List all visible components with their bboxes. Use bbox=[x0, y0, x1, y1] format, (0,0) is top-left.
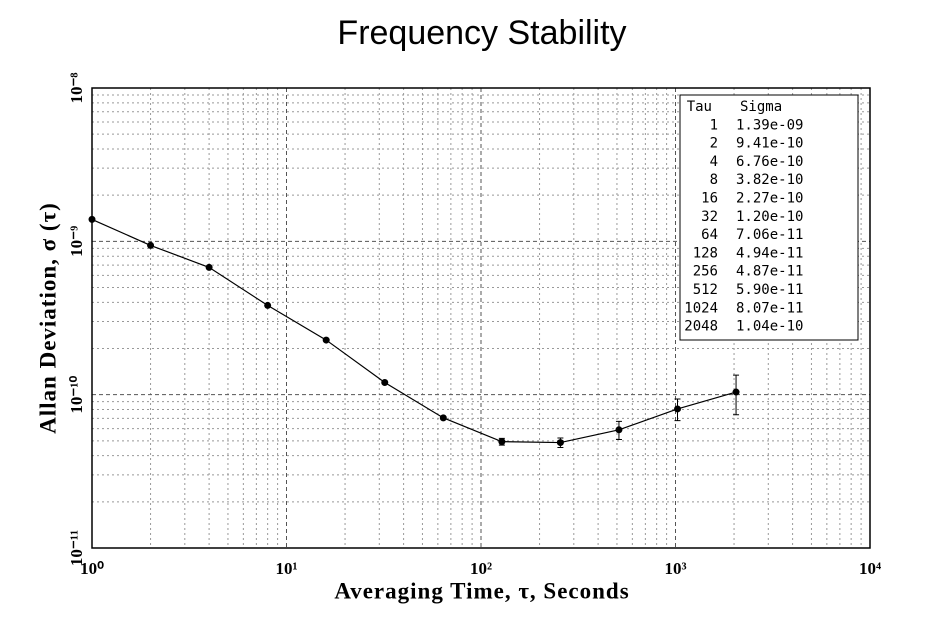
table-tau: 512 bbox=[693, 282, 718, 298]
table-sigma: 3.82e-10 bbox=[736, 172, 803, 188]
y-tick-label: 10⁻¹¹ bbox=[67, 530, 86, 566]
table-tau: 32 bbox=[701, 209, 718, 225]
table-sigma: 2.27e-10 bbox=[736, 191, 803, 207]
y-tick-label: 10⁻⁹ bbox=[67, 226, 86, 257]
data-point bbox=[205, 263, 213, 271]
data-point bbox=[498, 438, 506, 446]
table-sigma: 8.07e-11 bbox=[736, 300, 803, 316]
data-point bbox=[264, 301, 272, 309]
table-tau: 64 bbox=[701, 227, 718, 243]
table-tau: 4 bbox=[710, 154, 718, 170]
data-point bbox=[674, 405, 682, 413]
plot-frame bbox=[91, 87, 871, 549]
table-tau: 1024 bbox=[684, 300, 718, 316]
y-tick-label: 10⁻⁸ bbox=[67, 72, 86, 103]
table-sigma: 4.87e-11 bbox=[736, 264, 803, 280]
table-tau: 8 bbox=[710, 172, 718, 188]
table-tau: 2048 bbox=[684, 319, 718, 335]
table-sigma: 1.20e-10 bbox=[736, 209, 803, 225]
table-tau: 2 bbox=[710, 136, 718, 152]
table-box bbox=[679, 94, 859, 341]
chart-title: Frequency Stability bbox=[337, 14, 626, 52]
table-tau: 1 bbox=[710, 117, 718, 133]
table-tau: 16 bbox=[701, 191, 718, 207]
table-tau: 256 bbox=[693, 264, 718, 280]
data-point bbox=[615, 426, 623, 434]
data-line bbox=[91, 218, 737, 444]
table-header: Tau bbox=[687, 99, 712, 115]
x-tick-label: 10² bbox=[470, 559, 492, 578]
data-point bbox=[439, 414, 447, 422]
x-tick-label: 10⁴ bbox=[859, 559, 881, 578]
x-tick-label: 10³ bbox=[664, 559, 686, 578]
table-tau: 128 bbox=[693, 245, 718, 261]
data-point bbox=[381, 379, 389, 387]
table-sigma: 7.06e-11 bbox=[736, 227, 803, 243]
y-tick-label: 10⁻¹⁰ bbox=[67, 376, 86, 414]
x-axis-label: Averaging Time, τ, Seconds bbox=[334, 578, 629, 603]
data-point bbox=[322, 336, 330, 344]
data-point bbox=[88, 215, 96, 223]
x-tick-label: 10¹ bbox=[275, 559, 297, 578]
table-sigma: 4.94e-11 bbox=[736, 245, 803, 261]
table-sigma: 5.90e-11 bbox=[736, 282, 803, 298]
table-sigma: 1.39e-09 bbox=[736, 117, 803, 133]
y-axis-label: Allan Deviation, σ (τ) bbox=[35, 202, 60, 434]
table-sigma: 1.04e-10 bbox=[736, 319, 803, 335]
table-sigma: 9.41e-10 bbox=[736, 136, 803, 152]
x-tick-label: 10⁰ bbox=[80, 559, 104, 578]
data-point bbox=[732, 388, 740, 396]
data-point bbox=[556, 439, 564, 447]
table-header: Sigma bbox=[740, 99, 782, 115]
data-point bbox=[147, 241, 155, 249]
table-sigma: 6.76e-10 bbox=[736, 154, 803, 170]
